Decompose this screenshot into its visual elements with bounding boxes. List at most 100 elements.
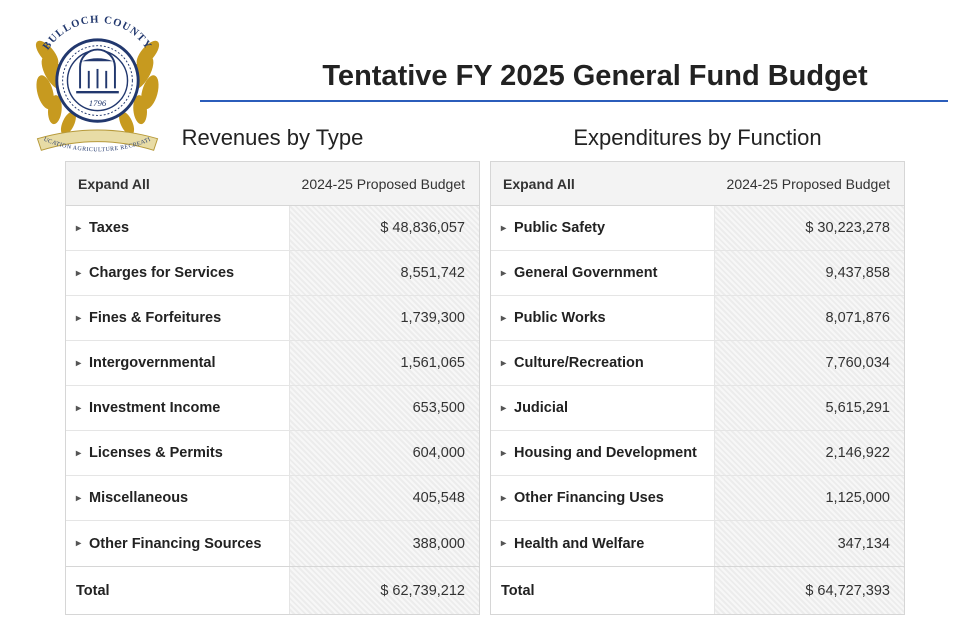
caret-right-icon: ▸	[76, 448, 84, 459]
revenue-row[interactable]: ▸ Miscellaneous 405,548	[66, 476, 479, 521]
expenditure-row[interactable]: ▸ Public Works 8,071,876	[491, 296, 904, 341]
expenditure-value: 9,437,858	[714, 251, 904, 295]
column-header-budget: 2024-25 Proposed Budget	[289, 176, 479, 192]
expenditure-row[interactable]: ▸ Culture/Recreation 7,760,034	[491, 341, 904, 386]
expenditure-row[interactable]: ▸ Other Financing Uses 1,125,000	[491, 476, 904, 521]
revenue-label[interactable]: ▸ Charges for Services	[66, 265, 289, 281]
expenditure-value: 2,146,922	[714, 431, 904, 475]
caret-right-icon: ▸	[76, 358, 84, 369]
revenue-label[interactable]: ▸ Intergovernmental	[66, 355, 289, 371]
expenditure-label-text: Other Financing Uses	[514, 490, 664, 506]
revenue-row[interactable]: ▸ Taxes $ 48,836,057	[66, 206, 479, 251]
expenditure-label[interactable]: ▸ Public Works	[491, 310, 714, 326]
revenue-value: 1,739,300	[289, 296, 479, 340]
caret-right-icon: ▸	[76, 403, 84, 414]
revenue-label[interactable]: ▸ Fines & Forfeitures	[66, 310, 289, 326]
expenditure-label-text: General Government	[514, 265, 657, 281]
caret-right-icon: ▸	[501, 538, 509, 549]
caret-right-icon: ▸	[76, 538, 84, 549]
revenue-row[interactable]: ▸ Charges for Services 8,551,742	[66, 251, 479, 296]
revenue-value: $ 48,836,057	[289, 206, 479, 250]
expenditure-row[interactable]: ▸ General Government 9,437,858	[491, 251, 904, 296]
expenditure-label-text: Public Works	[514, 310, 606, 326]
expenditures-table: Expand All 2024-25 Proposed Budget ▸ Publ…	[490, 161, 905, 615]
total-label: Total	[66, 583, 289, 599]
caret-right-icon: ▸	[76, 493, 84, 504]
revenue-label[interactable]: ▸ Miscellaneous	[66, 490, 289, 506]
caret-right-icon: ▸	[501, 223, 509, 234]
revenue-row[interactable]: ▸ Licenses & Permits 604,000	[66, 431, 479, 476]
revenue-label[interactable]: ▸ Licenses & Permits	[66, 445, 289, 461]
tables-container: Revenues by Type Expand All 2024-25 Prop…	[0, 125, 960, 615]
revenue-label-text: Other Financing Sources	[89, 536, 261, 552]
expenditure-row[interactable]: ▸Judicial5,615,291	[491, 386, 904, 431]
expenditure-value: 5,615,291	[714, 386, 904, 430]
expenditure-row[interactable]: ▸ Health and Welfare 347,134	[491, 521, 904, 566]
expenditure-label[interactable]: ▸ Other Financing Uses	[491, 490, 714, 506]
revenues-table: Expand All 2024-25 Proposed Budget ▸ Taxe…	[65, 161, 480, 615]
expenditure-label[interactable]: ▸ Housing and Development	[491, 445, 714, 461]
revenue-label-text: Licenses & Permits	[89, 445, 223, 461]
expenditures-header-row: Expand All 2024-25 Proposed Budget	[491, 162, 904, 206]
caret-right-icon: ▸	[501, 268, 509, 279]
page-title: Tentative FY 2025 General Fund Budget	[250, 60, 940, 93]
revenue-label-text: Taxes	[89, 220, 129, 236]
caret-right-icon: ▸	[76, 223, 84, 234]
expenditure-label-text: Health and Welfare	[514, 536, 644, 552]
revenue-value: 1,561,065	[289, 341, 479, 385]
caret-right-icon: ▸	[501, 358, 509, 369]
caret-right-icon: ▸	[76, 268, 84, 279]
expenditure-value: $ 30,223,278	[714, 206, 904, 250]
expenditure-label-text: Judicial	[514, 400, 568, 416]
revenue-value: 604,000	[289, 431, 479, 475]
expand-all-button[interactable]: Expand All	[491, 176, 714, 192]
expenditures-total-value: $ 64,727,393	[714, 567, 904, 614]
seal-year: 1796	[89, 98, 107, 108]
expenditure-label[interactable]: ▸ General Government	[491, 265, 714, 281]
revenue-row[interactable]: ▸ Fines & Forfeitures 1,739,300	[66, 296, 479, 341]
expenditures-panel: Expenditures by Function Expand All 2024…	[490, 125, 905, 615]
revenues-header-row: Expand All 2024-25 Proposed Budget	[66, 162, 479, 206]
revenue-label-text: Intergovernmental	[89, 355, 216, 371]
revenue-label-text: Miscellaneous	[89, 490, 188, 506]
page-header: BULLOCH COUNTY 1796 EDUCATION AGRICULTUR…	[0, 0, 960, 155]
revenue-label[interactable]: ▸ Taxes	[66, 220, 289, 236]
revenue-label-text: Charges for Services	[89, 265, 234, 281]
expenditure-value: 1,125,000	[714, 476, 904, 520]
expenditure-label[interactable]: ▸ Health and Welfare	[491, 536, 714, 552]
expenditure-row[interactable]: ▸ Housing and Development 2,146,922	[491, 431, 904, 476]
revenue-label[interactable]: ▸ Investment Income	[66, 400, 289, 416]
revenue-value: 8,551,742	[289, 251, 479, 295]
caret-right-icon: ▸	[501, 493, 509, 504]
revenue-value: 653,500	[289, 386, 479, 430]
county-seal-logo: BULLOCH COUNTY 1796 EDUCATION AGRICULTUR…	[10, 5, 185, 160]
revenue-label-text: Fines & Forfeitures	[89, 310, 221, 326]
revenue-row[interactable]: ▸ Intergovernmental 1,561,065	[66, 341, 479, 386]
expenditure-label-text: Culture/Recreation	[514, 355, 644, 371]
expenditure-label-text: Housing and Development	[514, 445, 697, 461]
revenue-value: 405,548	[289, 476, 479, 520]
revenue-row[interactable]: ▸ Other Financing Sources 388,000	[66, 521, 479, 566]
expenditure-label[interactable]: ▸ Culture/Recreation	[491, 355, 714, 371]
revenue-value: 388,000	[289, 521, 479, 566]
total-label: Total	[491, 583, 714, 599]
expand-all-button[interactable]: Expand All	[66, 176, 289, 192]
expenditure-value: 8,071,876	[714, 296, 904, 340]
expenditure-row[interactable]: ▸ Public Safety $ 30,223,278	[491, 206, 904, 251]
revenue-row[interactable]: ▸ Investment Income 653,500	[66, 386, 479, 431]
expenditure-label-text: Public Safety	[514, 220, 605, 236]
revenues-total-value: $ 62,739,212	[289, 567, 479, 614]
caret-right-icon: ▸	[501, 448, 509, 459]
caret-right-icon: ▸	[76, 313, 84, 324]
title-underline	[200, 100, 948, 102]
revenues-panel: Revenues by Type Expand All 2024-25 Prop…	[65, 125, 480, 615]
expenditure-label[interactable]: ▸ Public Safety	[491, 220, 714, 236]
revenue-label[interactable]: ▸ Other Financing Sources	[66, 536, 289, 552]
caret-right-icon: ▸	[501, 313, 509, 324]
expenditure-value: 347,134	[714, 521, 904, 566]
revenue-label-text: Investment Income	[89, 400, 220, 416]
expenditure-label[interactable]: ▸Judicial	[491, 400, 714, 416]
expenditures-total-row: Total $ 64,727,393	[491, 566, 904, 614]
column-header-budget: 2024-25 Proposed Budget	[714, 176, 904, 192]
expenditure-value: 7,760,034	[714, 341, 904, 385]
